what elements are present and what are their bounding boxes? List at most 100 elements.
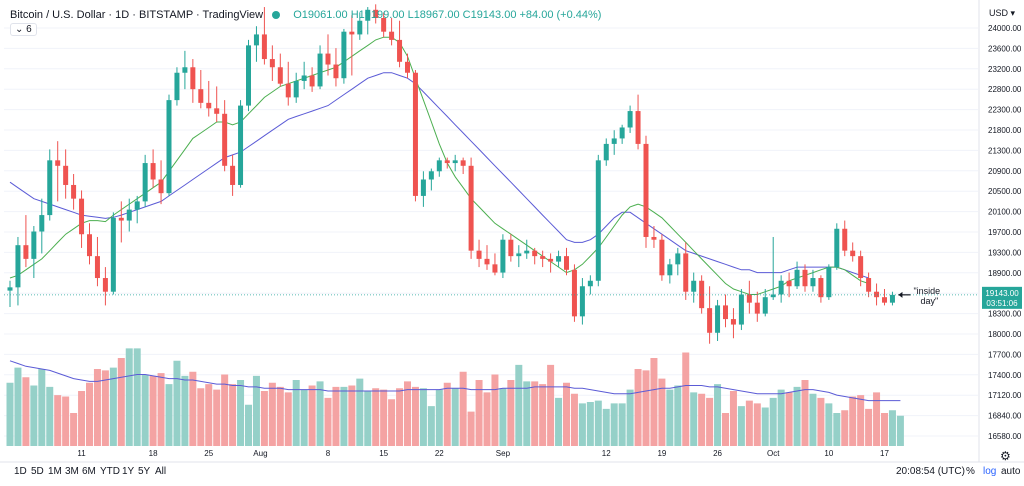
candle[interactable]	[667, 258, 673, 284]
auto-scale-toggle[interactable]: auto	[1001, 466, 1021, 477]
range-5d-button[interactable]: 5D	[31, 466, 44, 477]
candle[interactable]	[349, 15, 355, 76]
candle[interactable]	[71, 174, 77, 210]
candle[interactable]	[174, 67, 180, 106]
candle[interactable]	[619, 124, 625, 144]
candle[interactable]	[357, 12, 363, 40]
candle[interactable]	[874, 283, 880, 306]
candle[interactable]	[285, 61, 291, 106]
candle[interactable]	[810, 269, 816, 292]
candle[interactable]	[579, 278, 585, 325]
candle[interactable]	[500, 234, 506, 279]
candle[interactable]	[7, 280, 13, 308]
currency-select[interactable]: USD ▾	[989, 8, 1016, 18]
candle[interactable]	[261, 7, 267, 65]
candle[interactable]	[659, 234, 665, 281]
candle[interactable]	[651, 226, 657, 248]
candle[interactable]	[47, 149, 53, 221]
candle[interactable]	[389, 18, 395, 46]
candle[interactable]	[198, 70, 204, 109]
candle[interactable]	[397, 20, 403, 68]
range-all-button[interactable]: All	[155, 466, 167, 477]
candle[interactable]	[150, 149, 156, 188]
candle[interactable]	[508, 234, 514, 262]
candle[interactable]	[452, 154, 458, 172]
candle[interactable]	[746, 280, 752, 314]
candle[interactable]	[834, 223, 840, 270]
candle[interactable]	[484, 245, 490, 270]
candle[interactable]	[866, 272, 872, 298]
candle[interactable]	[15, 236, 21, 306]
candle[interactable]	[691, 272, 697, 303]
candle[interactable]	[715, 299, 721, 341]
candle[interactable]	[436, 157, 442, 177]
candle[interactable]	[818, 275, 824, 303]
candle[interactable]	[246, 39, 251, 112]
gear-icon[interactable]: ⚙	[1000, 449, 1011, 463]
utc-clock[interactable]: 20:08:54 (UTC)	[896, 466, 965, 477]
candle[interactable]	[476, 239, 482, 268]
candle[interactable]	[723, 294, 728, 328]
candle[interactable]	[611, 130, 617, 155]
candle[interactable]	[595, 154, 601, 287]
candle[interactable]	[428, 168, 434, 191]
candle[interactable]	[564, 247, 569, 276]
candle[interactable]	[230, 154, 236, 196]
candle[interactable]	[142, 154, 148, 207]
candle[interactable]	[238, 100, 244, 188]
candle[interactable]	[778, 275, 784, 303]
candle[interactable]	[405, 53, 410, 79]
candle[interactable]	[516, 245, 522, 268]
symbol-title[interactable]: Bitcoin / U.S. Dollar · 1D · BITSTAMP · …	[10, 9, 264, 21]
candle[interactable]	[222, 100, 228, 172]
candle[interactable]	[412, 70, 418, 202]
candle[interactable]	[850, 242, 856, 262]
candle[interactable]	[468, 157, 474, 259]
candle[interactable]	[643, 135, 649, 248]
candle[interactable]	[214, 86, 220, 123]
candle[interactable]	[730, 308, 736, 339]
candle[interactable]	[683, 242, 689, 300]
candle[interactable]	[381, 12, 387, 38]
candle[interactable]	[277, 53, 283, 87]
candle[interactable]	[253, 26, 259, 62]
candle[interactable]	[794, 261, 800, 289]
candle[interactable]	[158, 160, 164, 205]
candle[interactable]	[79, 190, 85, 248]
candle[interactable]	[87, 223, 92, 265]
candle[interactable]	[341, 28, 347, 84]
range-1d-button[interactable]: 1D	[14, 466, 27, 477]
candle[interactable]	[309, 67, 315, 92]
candle[interactable]	[548, 253, 554, 273]
candle[interactable]	[190, 59, 196, 103]
candle[interactable]	[182, 50, 188, 90]
candle[interactable]	[826, 264, 832, 300]
range-6m-button[interactable]: 6M	[82, 466, 96, 477]
candle[interactable]	[373, 4, 379, 24]
candle[interactable]	[63, 149, 69, 199]
indicator-badge[interactable]: ⌄ 6	[10, 23, 37, 36]
candle[interactable]	[889, 291, 895, 306]
candle[interactable]	[882, 288, 887, 306]
candle[interactable]	[269, 45, 275, 81]
candle[interactable]	[707, 286, 713, 344]
candle[interactable]	[532, 247, 538, 265]
candle[interactable]	[293, 72, 299, 103]
candle[interactable]	[524, 239, 530, 259]
candle[interactable]	[675, 247, 681, 276]
candle[interactable]	[317, 45, 323, 90]
candle[interactable]	[118, 201, 124, 243]
candle[interactable]	[444, 157, 450, 169]
candle[interactable]	[754, 291, 760, 322]
candle[interactable]	[770, 236, 776, 300]
candle[interactable]	[540, 250, 546, 268]
candle[interactable]	[492, 253, 498, 276]
candle[interactable]	[699, 275, 705, 314]
candle[interactable]	[842, 220, 848, 257]
range-1y-button[interactable]: 1Y	[122, 466, 135, 477]
candle[interactable]	[627, 105, 633, 133]
candle[interactable]	[420, 171, 426, 207]
candle[interactable]	[556, 250, 562, 268]
